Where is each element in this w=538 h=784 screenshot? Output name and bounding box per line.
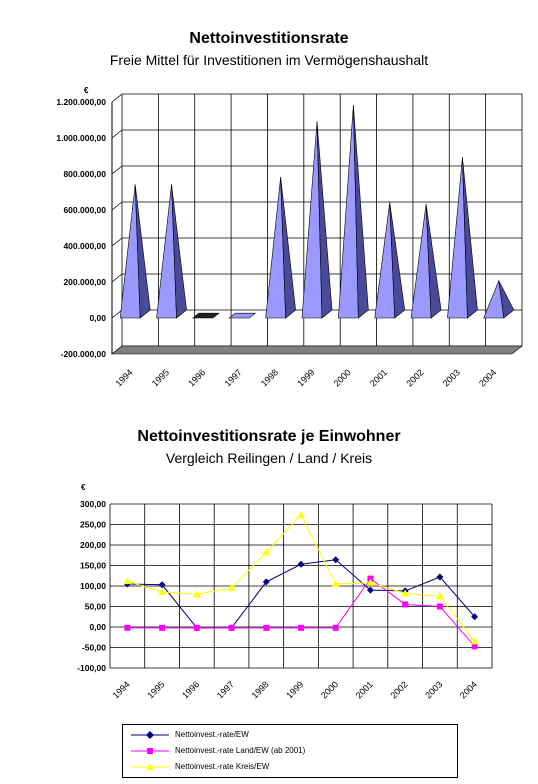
x-tick-label: 1998: [250, 679, 271, 700]
y-tick-label: 800.000,00: [63, 169, 106, 179]
y-tick-label: 300,00: [80, 499, 106, 509]
data-point: [367, 575, 374, 582]
data-point: [228, 624, 235, 631]
gridline: [111, 165, 123, 175]
x-tick-label: 1995: [145, 679, 166, 700]
gridline: [111, 129, 123, 139]
x-tick-label: 1994: [111, 679, 132, 700]
data-point: [471, 613, 479, 621]
gridline: [111, 237, 123, 247]
y-tick-label: 600.000,00: [63, 205, 106, 215]
bar: [156, 184, 187, 319]
data-point: [159, 624, 166, 631]
data-point: [332, 556, 340, 564]
legend-label: Nettoinvest.-rate/EW: [175, 730, 249, 739]
data-point: [471, 643, 478, 650]
data-point: [436, 603, 443, 610]
data-point: [401, 589, 410, 597]
data-point: [193, 624, 200, 631]
data-point: [263, 624, 270, 631]
y-tick-label: 100,00: [80, 581, 106, 591]
x-tick-label: 2004: [458, 679, 479, 700]
legend-label: Nettoinvest.-rate Kreis/EW: [175, 762, 270, 771]
data-point: [297, 511, 305, 519]
legend-triangle-icon: [131, 763, 169, 770]
bar-chart: -200.000,00 0,00 200.000,00 400.000,00 600.0…: [56, 86, 523, 388]
data-point: [298, 624, 304, 631]
y-tick-label: 250,00: [80, 520, 106, 530]
chart2-title: Nettoinvestitionsrate je Einwohner: [137, 428, 401, 445]
y-axis-unit: €: [84, 86, 89, 95]
y-tick-label: -200.000,00: [61, 349, 107, 359]
chart2-subtitle: Vergleich Reilingen / Land / Kreis: [165, 450, 373, 466]
data-point: [297, 560, 305, 568]
data-point: [262, 578, 270, 586]
chart1-title: Nettoinvestitionsrate: [189, 30, 349, 47]
data-point: [227, 584, 236, 592]
y-tick-label: 200.000,00: [63, 277, 106, 287]
x-tick-label: 2000: [319, 679, 340, 700]
bar: [338, 105, 369, 319]
bar: [119, 184, 151, 319]
y-tick-label: 1.200.000,00: [56, 97, 106, 107]
x-tick-label: 1996: [180, 679, 201, 700]
y-tick-label: -50,00: [82, 643, 106, 653]
data-point: [366, 586, 374, 594]
x-tick-label: 2001: [354, 679, 375, 700]
gridline: [111, 201, 123, 211]
bar: [301, 121, 333, 319]
data-point: [366, 578, 375, 586]
data-point: [158, 581, 166, 589]
chart-floor: [111, 345, 523, 355]
bar: [192, 312, 220, 319]
data-point: [123, 577, 132, 585]
data-point: [124, 624, 131, 631]
y-tick-label: 0,00: [89, 622, 106, 632]
y-tick-label: 50,00: [85, 602, 107, 612]
bar: [447, 157, 478, 319]
chart1-subtitle: Freie Mittel für Investitionen im Vermög…: [109, 52, 429, 68]
y-tick-label: -100,00: [77, 663, 106, 673]
bar: [374, 202, 406, 319]
x-tick-label: 1999: [284, 679, 305, 700]
data-point: [470, 637, 479, 645]
y-tick-label: 0,00: [89, 313, 106, 323]
data-point: [331, 579, 340, 587]
chart-legend: Nettoinvest.-rate/EW Nettoinvest.-rate L…: [122, 724, 458, 778]
data-point: [262, 548, 271, 556]
data-point: [158, 588, 167, 596]
y-tick-label: 200,00: [80, 540, 106, 550]
bar: [228, 312, 257, 319]
x-tick-label: 1997: [215, 679, 236, 700]
bar: [410, 204, 442, 319]
y-tick-label: 150,00: [80, 561, 106, 571]
bar: [483, 279, 515, 319]
data-point: [402, 601, 409, 608]
legend-diamond-icon: [131, 731, 169, 739]
data-point: [192, 590, 201, 598]
bar: [265, 177, 296, 319]
x-tick-label: 2003: [423, 679, 444, 700]
y-axis-unit: €: [81, 483, 86, 492]
gridline: [111, 273, 123, 283]
gridline: [111, 93, 123, 103]
data-point: [435, 592, 444, 600]
y-tick-label: 1.000.000,00: [56, 133, 106, 143]
data-point: [436, 573, 444, 581]
legend-label: Nettoinvest.-rate Land/EW (ab 2001): [175, 746, 306, 755]
y-tick-label: 400.000,00: [63, 241, 106, 251]
gridline: [111, 309, 123, 319]
data-point: [332, 624, 339, 631]
legend-square-icon: [131, 748, 169, 754]
x-tick-label: 2002: [388, 679, 409, 700]
